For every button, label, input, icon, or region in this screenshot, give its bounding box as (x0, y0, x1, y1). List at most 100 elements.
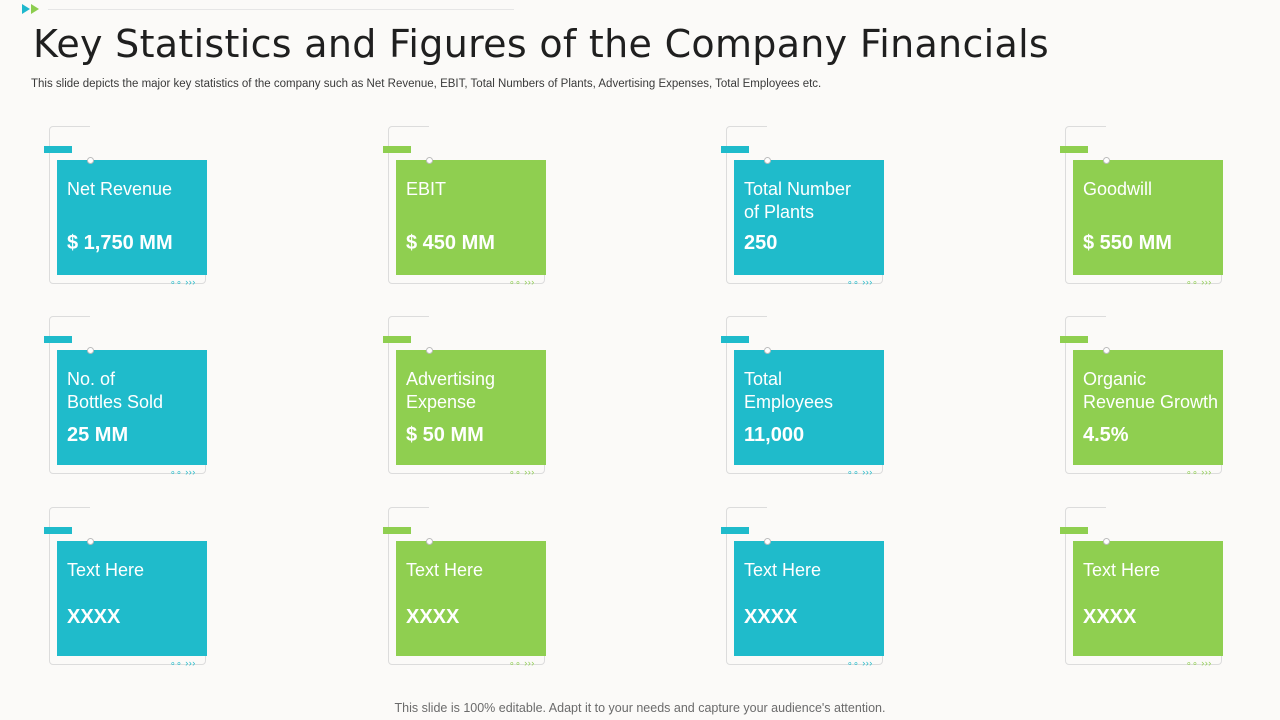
stat-label: Total Employees (744, 369, 834, 412)
stat-value: XXXX (744, 606, 798, 628)
stat-card: Goodwill $ 550 MM ∘∘ ››› (1060, 125, 1230, 296)
stat-label: Total Number of Plants (744, 179, 852, 222)
frame-gap (90, 125, 210, 160)
frame-gap (1106, 315, 1226, 350)
stat-label: EBIT (406, 179, 447, 199)
stat-label: Goodwill (1083, 179, 1153, 199)
stat-label: Text Here (744, 560, 822, 580)
pin-dot-icon (426, 347, 433, 354)
pin-dot-icon (426, 157, 433, 164)
card-body: Advertising Expense $ 50 MM (396, 350, 546, 465)
card-body: Organic Revenue Growth 4.5% (1073, 350, 1223, 465)
pin-dot-icon (764, 157, 771, 164)
card-body: Text Here XXXX (1073, 541, 1223, 656)
chevrons-icon: ∘∘ ››› (509, 277, 535, 287)
stat-label: Text Here (67, 560, 145, 580)
pin-dot-icon (764, 347, 771, 354)
stat-card: Net Revenue $ 1,750 MM ∘∘ ››› (44, 125, 214, 296)
card-body: Total Number of Plants 250 (734, 160, 884, 275)
frame-gap (767, 315, 887, 350)
page-subtitle: This slide depicts the major key statist… (31, 78, 822, 90)
stat-card: Organic Revenue Growth 4.5% ∘∘ ››› (1060, 315, 1230, 486)
pin-dot-icon (426, 538, 433, 545)
frame-gap (1106, 125, 1226, 160)
stat-value: $ 50 MM (406, 424, 484, 446)
frame-gap (1106, 506, 1226, 541)
card-tab (44, 146, 72, 153)
frame-gap (767, 506, 887, 541)
card-tab (44, 527, 72, 534)
stat-value: 250 (744, 232, 778, 254)
chevrons-icon: ∘∘ ››› (1186, 467, 1212, 477)
frame-gap (429, 125, 549, 160)
pin-dot-icon (87, 347, 94, 354)
card-tab (44, 336, 72, 343)
card-tab (1060, 336, 1088, 343)
stat-value: $ 450 MM (406, 232, 495, 254)
stat-card: Total Number of Plants 250 ∘∘ ››› (721, 125, 891, 296)
stat-label: Text Here (1083, 560, 1161, 580)
arrow-icon (22, 4, 30, 14)
stat-card: Advertising Expense $ 50 MM ∘∘ ››› (383, 315, 553, 486)
frame-gap (90, 315, 210, 350)
stat-value: $ 550 MM (1083, 232, 1172, 254)
chevrons-icon: ∘∘ ››› (509, 467, 535, 477)
header-arrows-icon (22, 4, 39, 14)
stat-value: 11,000 (744, 424, 805, 446)
card-body: EBIT $ 450 MM (396, 160, 546, 275)
card-tab (383, 527, 411, 534)
stat-card: Text Here XXXX ∘∘ ››› (1060, 506, 1230, 677)
pin-dot-icon (764, 538, 771, 545)
card-body: No. of Bottles Sold 25 MM (57, 350, 207, 465)
card-body: Text Here XXXX (57, 541, 207, 656)
stat-label: Organic Revenue Growth (1083, 369, 1219, 412)
stat-card: EBIT $ 450 MM ∘∘ ››› (383, 125, 553, 296)
card-tab (721, 527, 749, 534)
chevrons-icon: ∘∘ ››› (170, 467, 196, 477)
frame-gap (429, 506, 549, 541)
card-body: Net Revenue $ 1,750 MM (57, 160, 207, 275)
stat-value: XXXX (406, 606, 460, 628)
stat-card: Total Employees 11,000 ∘∘ ››› (721, 315, 891, 486)
pin-dot-icon (1103, 157, 1110, 164)
stat-label: Net Revenue (67, 179, 173, 199)
stat-value: XXXX (67, 606, 121, 628)
page-title: Key Statistics and Figures of the Compan… (33, 22, 1050, 66)
frame-gap (90, 506, 210, 541)
chevrons-icon: ∘∘ ››› (847, 277, 873, 287)
stat-card: Text Here XXXX ∘∘ ››› (721, 506, 891, 677)
card-tab (721, 146, 749, 153)
chevrons-icon: ∘∘ ››› (170, 277, 196, 287)
stat-value: 25 MM (67, 424, 129, 446)
chevrons-icon: ∘∘ ››› (1186, 658, 1212, 668)
card-body: Text Here XXXX (396, 541, 546, 656)
stat-value: 4.5% (1083, 424, 1129, 446)
card-tab (721, 336, 749, 343)
pin-dot-icon (87, 157, 94, 164)
pin-dot-icon (1103, 347, 1110, 354)
stat-value: $ 1,750 MM (67, 232, 173, 254)
stat-label: Advertising Expense (406, 369, 496, 412)
chevrons-icon: ∘∘ ››› (847, 658, 873, 668)
stat-label: No. of Bottles Sold (67, 369, 164, 412)
card-body: Text Here XXXX (734, 541, 884, 656)
frame-gap (767, 125, 887, 160)
chevrons-icon: ∘∘ ››› (170, 658, 196, 668)
chevrons-icon: ∘∘ ››› (1186, 277, 1212, 287)
card-body: Goodwill $ 550 MM (1073, 160, 1223, 275)
arrow-icon (31, 4, 39, 14)
card-body: Total Employees 11,000 (734, 350, 884, 465)
stat-card: Text Here XXXX ∘∘ ››› (383, 506, 553, 677)
pin-dot-icon (87, 538, 94, 545)
stat-card: No. of Bottles Sold 25 MM ∘∘ ››› (44, 315, 214, 486)
stat-card: Text Here XXXX ∘∘ ››› (44, 506, 214, 677)
card-tab (383, 336, 411, 343)
card-tab (383, 146, 411, 153)
stat-label: Text Here (406, 560, 484, 580)
stat-value: XXXX (1083, 606, 1137, 628)
frame-gap (429, 315, 549, 350)
pin-dot-icon (1103, 538, 1110, 545)
card-tab (1060, 527, 1088, 534)
chevrons-icon: ∘∘ ››› (847, 467, 873, 477)
card-tab (1060, 146, 1088, 153)
